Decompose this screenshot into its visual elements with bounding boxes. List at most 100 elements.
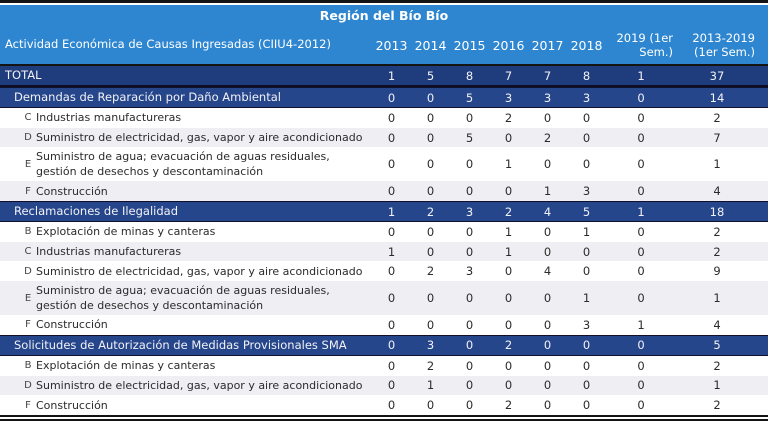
value-cell: 0 [637, 130, 645, 145]
value-cell: 0 [543, 244, 552, 259]
year-column-header: 2013-2019 (1er Sem.) [692, 30, 755, 59]
row-label-cell: C Industrias manufactureras [0, 108, 372, 127]
value-cell: 0 [504, 358, 513, 373]
row-label-cell: E Suministro de agua; evacuación de aguas… [0, 281, 372, 315]
value-cell: 1 [582, 224, 591, 239]
value-cell: 1 [504, 224, 513, 239]
table-body: TOTAL 1 5 8 7 7 8 1 37 Demandas de Reparación por… [0, 66, 768, 415]
row-label-cell: D Suministro de electricidad, gas, vapor … [0, 376, 372, 395]
value-cell: 2 [504, 110, 513, 125]
row-label: Construcción [36, 318, 108, 332]
value-cell: 0 [582, 264, 591, 279]
table-row: F Construcción 0 0 0 2 0 0 0 2 [0, 395, 768, 415]
value-cell: 0 [582, 130, 591, 145]
value-cell: 3 [582, 184, 591, 199]
value-cell: 2 [713, 358, 721, 373]
value-cell: 0 [387, 338, 396, 353]
table-row: B Explotación de minas y canteras 0 0 0 1 0 1 0 2 [0, 222, 768, 242]
value-cell: 3 [504, 90, 513, 105]
row-label: Suministro de agua; evacuación de aguas … [36, 150, 330, 179]
row-label: Suministro de electricidad, gas, vapor y… [36, 264, 363, 278]
value-cell: 0 [387, 110, 396, 125]
value-cell: 0 [387, 224, 396, 239]
value-cell: 0 [387, 358, 396, 373]
ciiu-code: D [24, 132, 32, 144]
row-label-cell: Solicitudes de Autorización de Medidas P… [0, 336, 372, 355]
value-cell: 0 [504, 291, 513, 306]
top-rule [0, 0, 768, 3]
value-cell: 0 [387, 317, 396, 332]
row-label-cell: D Suministro de electricidad, gas, vapor … [0, 128, 372, 147]
table-row: C Industrias manufactureras 1 0 0 1 0 0 0 2 [0, 241, 768, 262]
value-cell: 0 [637, 264, 645, 279]
value-cell: 0 [582, 358, 591, 373]
value-cell: 0 [637, 338, 645, 353]
value-cell: 1 [713, 378, 721, 393]
value-cell: 0 [426, 244, 435, 259]
region-title: Región del Bío Bío [319, 8, 449, 23]
value-cell: 0 [637, 378, 645, 393]
row-label-cell: B Explotación de minas y canteras [0, 356, 372, 375]
row-label: Explotación de minas y canteras [36, 359, 216, 373]
value-cell: 0 [582, 110, 591, 125]
value-cell: 0 [543, 398, 552, 413]
value-cell: 0 [637, 358, 645, 373]
value-cell: 2 [504, 398, 513, 413]
value-cell: 0 [465, 291, 474, 306]
value-cell: 0 [465, 224, 474, 239]
table-row: E Suministro de agua; evacuación de aguas… [0, 281, 768, 316]
year-column-header: 2017 [531, 37, 564, 53]
value-cell: 1 [637, 317, 645, 332]
value-cell: 2 [713, 110, 721, 125]
table-row: C Industrias manufactureras 0 0 0 2 0 0 0 2 [0, 108, 768, 128]
value-cell: 0 [387, 264, 396, 279]
value-cell: 0 [637, 291, 645, 306]
row-label-cell: F Construcción [0, 396, 372, 415]
value-cell: 0 [426, 398, 435, 413]
ciiu-code: B [24, 360, 32, 372]
value-cell: 8 [465, 68, 474, 83]
year-column-header: 2018 [570, 37, 603, 53]
value-cell: 1 [637, 68, 645, 83]
row-label-cell: TOTAL [0, 66, 372, 85]
value-cell: 0 [543, 224, 552, 239]
value-cell: 0 [387, 398, 396, 413]
section-row: Solicitudes de Autorización de Medidas P… [0, 334, 768, 356]
value-cell: 3 [465, 204, 474, 219]
table-row: D Suministro de electricidad, gas, vapor … [0, 375, 768, 396]
value-cell: 0 [387, 184, 396, 199]
value-cell: 3 [582, 90, 591, 105]
year-column-header: 2014 [414, 37, 447, 53]
ciiu-code: F [25, 399, 31, 411]
value-cell: 0 [504, 264, 513, 279]
value-cell: 1 [713, 291, 721, 306]
value-cell: 0 [582, 157, 591, 172]
row-label: Construcción [36, 398, 108, 412]
row-label-cell: B Explotación de minas y canteras [0, 222, 372, 241]
value-cell: 0 [637, 244, 645, 259]
value-cell: 0 [465, 157, 474, 172]
value-cell: 0 [387, 130, 396, 145]
value-cell: 7 [713, 130, 721, 145]
value-cell: 0 [637, 157, 645, 172]
value-cell: 3 [543, 90, 552, 105]
section-row: Demandas de Reparación por Daño Ambienta… [0, 87, 768, 108]
value-cell: 37 [709, 68, 725, 83]
value-cell: 0 [465, 184, 474, 199]
table-row: E Suministro de agua; evacuación de aguas… [0, 147, 768, 182]
ciiu-code: C [24, 112, 32, 124]
value-cell: 0 [582, 398, 591, 413]
value-cell: 0 [582, 378, 591, 393]
value-cell: 1 [504, 157, 513, 172]
value-cell: 2 [543, 130, 552, 145]
row-label-cell: Demandas de Reparación por Daño Ambienta… [0, 88, 372, 107]
value-cell: 9 [713, 264, 721, 279]
table-row: D Suministro de electricidad, gas, vapor … [0, 261, 768, 282]
row-label-cell: C Industrias manufactureras [0, 242, 372, 261]
value-cell: 0 [543, 110, 552, 125]
value-cell: 1 [426, 378, 435, 393]
value-cell: 0 [637, 224, 645, 239]
value-cell: 0 [387, 291, 396, 306]
value-cell: 0 [637, 184, 645, 199]
